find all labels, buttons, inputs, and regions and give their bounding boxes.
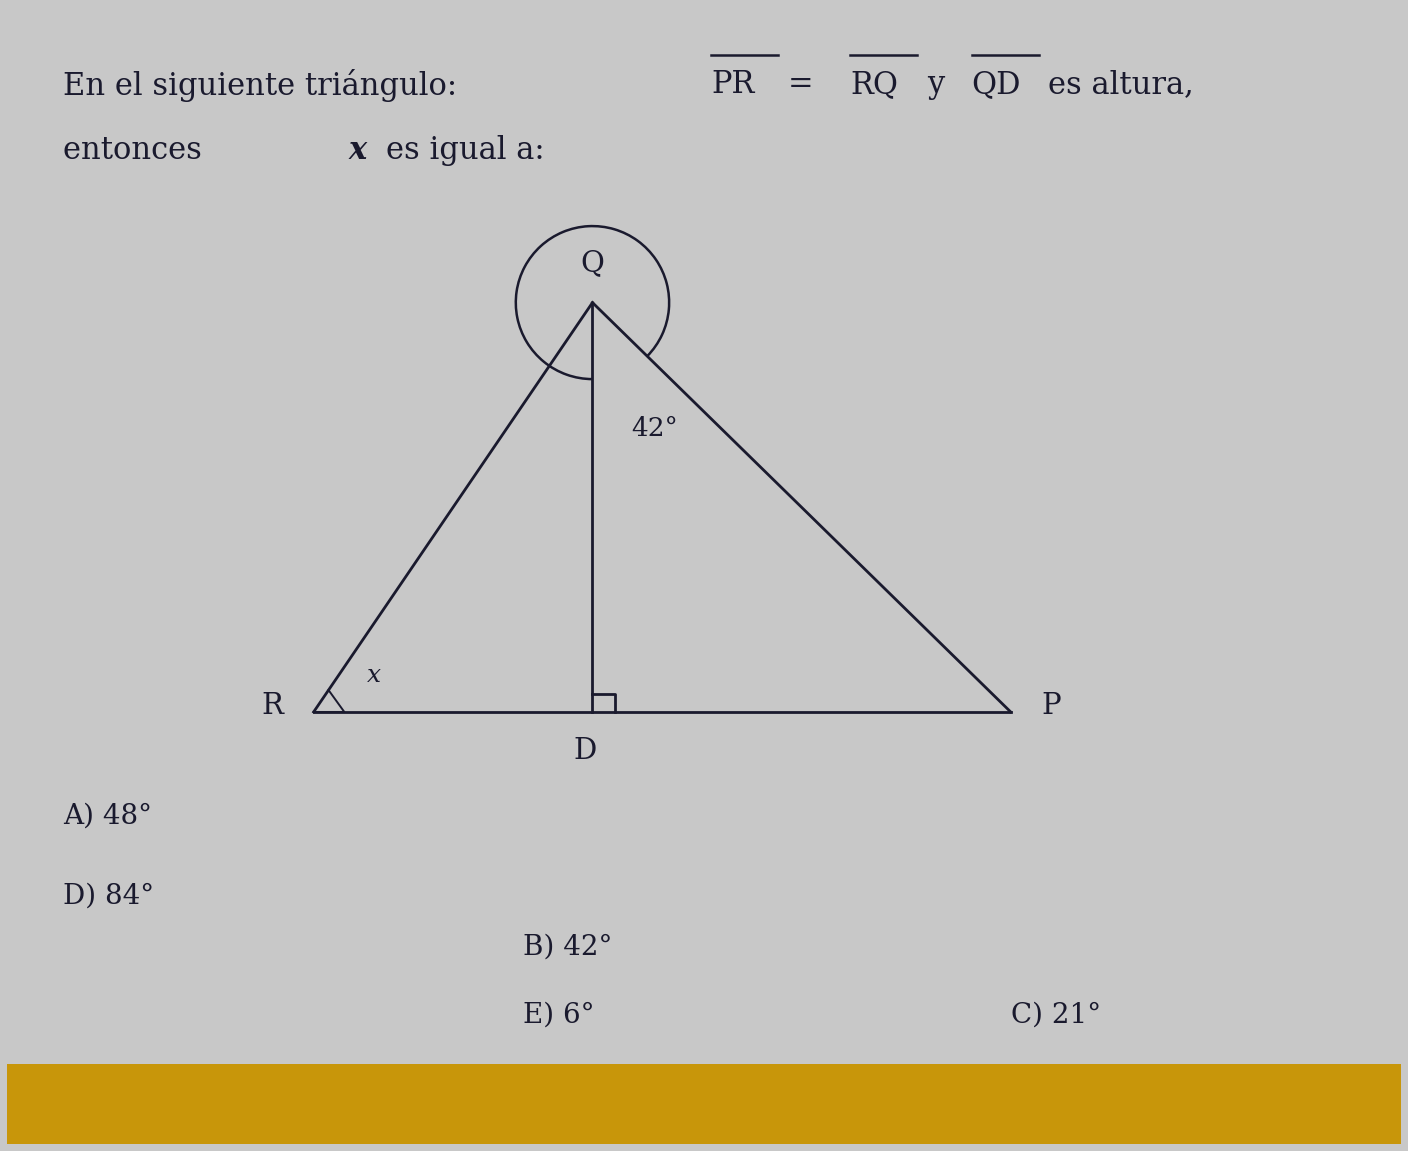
Text: Q: Q (580, 250, 604, 277)
Text: QD: QD (972, 69, 1021, 100)
Text: RQ: RQ (850, 69, 898, 100)
Text: P: P (1042, 692, 1062, 721)
Text: En el siguiente triángulo:: En el siguiente triángulo: (63, 69, 476, 102)
Text: C) 21°: C) 21° (1011, 1001, 1101, 1029)
Text: R: R (260, 692, 283, 721)
Text: es igual a:: es igual a: (386, 136, 545, 167)
Text: D) 84°: D) 84° (63, 883, 153, 909)
Text: entonces: entonces (63, 136, 211, 167)
Text: PR: PR (711, 69, 755, 100)
Text: =: = (787, 69, 824, 100)
Text: E) 6°: E) 6° (522, 1001, 594, 1029)
Text: A) 48°: A) 48° (63, 803, 152, 830)
Text: y: y (926, 69, 955, 100)
Text: x: x (349, 136, 366, 167)
Text: 42°: 42° (632, 417, 679, 441)
Text: x: x (366, 664, 380, 687)
Text: es altura,: es altura, (1049, 69, 1194, 100)
Text: B) 42°: B) 42° (522, 933, 612, 961)
Bar (7, 1065, 1401, 1144)
Text: D: D (574, 737, 597, 765)
